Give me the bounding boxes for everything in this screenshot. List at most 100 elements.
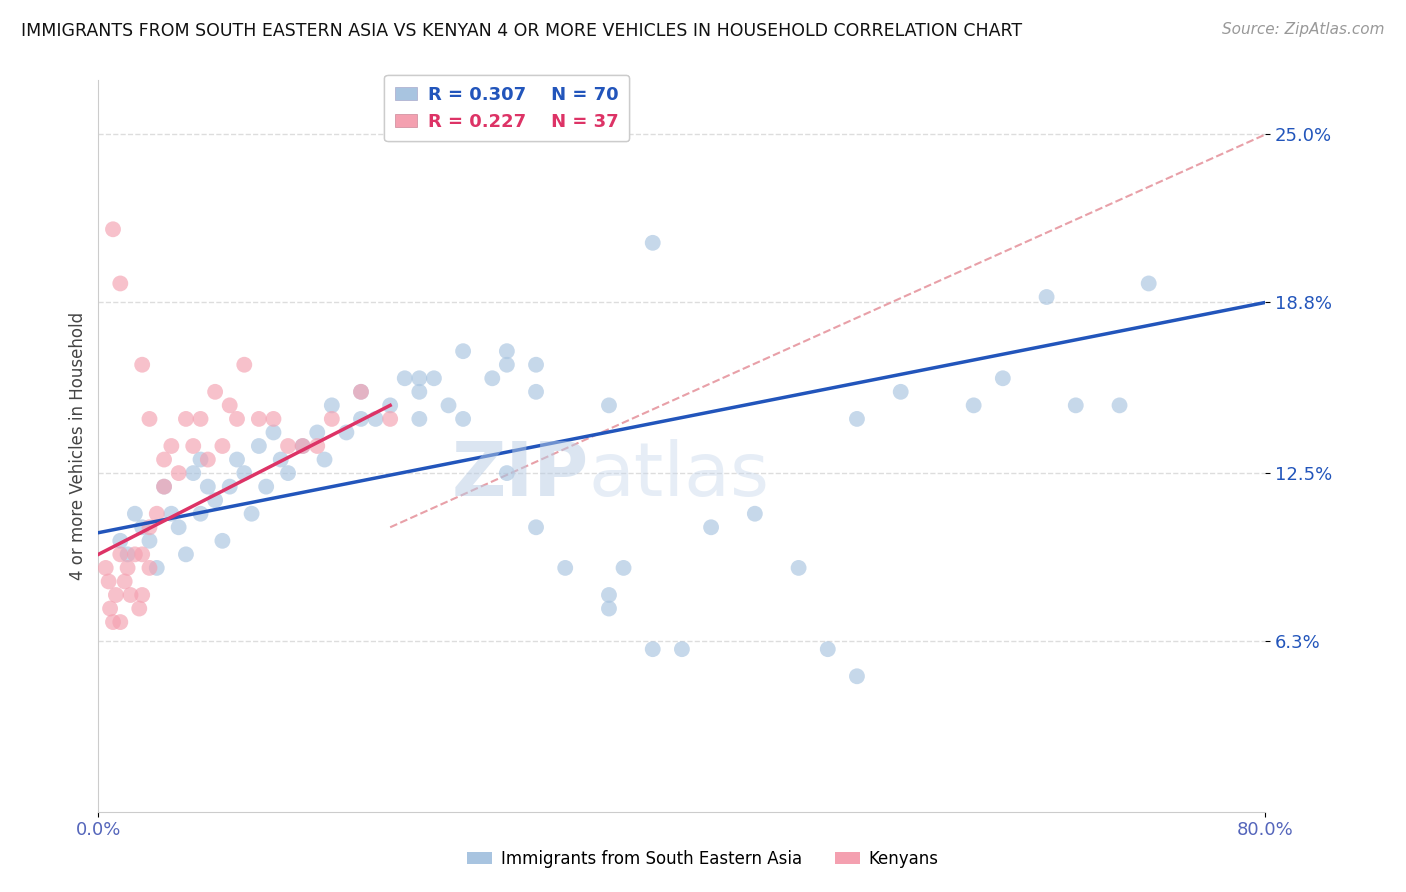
Point xyxy=(174,412,197,426)
Point xyxy=(233,358,256,372)
Point xyxy=(204,493,226,508)
Point xyxy=(190,452,212,467)
Point xyxy=(364,412,387,426)
Point xyxy=(131,588,153,602)
Point xyxy=(124,547,146,561)
Point xyxy=(962,398,984,412)
Text: ZIP: ZIP xyxy=(451,439,589,512)
Point xyxy=(233,466,256,480)
Point xyxy=(110,277,132,291)
Point xyxy=(1108,398,1130,412)
Point xyxy=(197,480,219,494)
Point xyxy=(671,642,693,657)
Point xyxy=(146,561,169,575)
Point xyxy=(94,561,117,575)
Point xyxy=(524,384,547,399)
Point xyxy=(247,439,270,453)
Point xyxy=(167,520,190,534)
Point xyxy=(263,412,285,426)
Point xyxy=(408,412,430,426)
Point xyxy=(117,547,139,561)
Point xyxy=(160,439,183,453)
Point xyxy=(197,452,219,467)
Legend: Immigrants from South Eastern Asia, Kenyans: Immigrants from South Eastern Asia, Keny… xyxy=(461,844,945,875)
Point xyxy=(138,520,160,534)
Point xyxy=(641,235,664,250)
Point xyxy=(153,480,176,494)
Point xyxy=(160,507,183,521)
Point xyxy=(291,439,314,453)
Point xyxy=(350,384,373,399)
Point xyxy=(277,466,299,480)
Point xyxy=(641,642,664,657)
Text: atlas: atlas xyxy=(589,439,769,512)
Point xyxy=(307,439,329,453)
Point xyxy=(181,439,204,453)
Point xyxy=(174,547,197,561)
Point xyxy=(744,507,766,521)
Point xyxy=(1064,398,1087,412)
Point xyxy=(181,466,204,480)
Point xyxy=(131,547,153,561)
Point xyxy=(846,669,869,683)
Point xyxy=(101,615,124,629)
Point xyxy=(138,561,160,575)
Point xyxy=(226,452,249,467)
Point xyxy=(496,344,519,359)
Point xyxy=(846,412,869,426)
Point xyxy=(1137,277,1160,291)
Point xyxy=(190,412,212,426)
Point xyxy=(153,452,176,467)
Point xyxy=(598,398,620,412)
Point xyxy=(890,384,912,399)
Point xyxy=(226,412,249,426)
Point xyxy=(104,588,127,602)
Point xyxy=(128,601,150,615)
Point xyxy=(146,507,169,521)
Point xyxy=(598,588,620,602)
Point xyxy=(350,412,373,426)
Point xyxy=(211,533,233,548)
Point xyxy=(380,412,402,426)
Point xyxy=(307,425,329,440)
Point xyxy=(408,371,430,385)
Point xyxy=(270,452,292,467)
Point xyxy=(991,371,1014,385)
Point xyxy=(138,412,160,426)
Point xyxy=(787,561,810,575)
Point xyxy=(700,520,723,534)
Point xyxy=(153,480,176,494)
Legend: R = 0.307    N = 70, R = 0.227    N = 37: R = 0.307 N = 70, R = 0.227 N = 37 xyxy=(384,75,630,141)
Point xyxy=(101,222,124,236)
Point xyxy=(423,371,446,385)
Text: IMMIGRANTS FROM SOUTH EASTERN ASIA VS KENYAN 4 OR MORE VEHICLES IN HOUSEHOLD COR: IMMIGRANTS FROM SOUTH EASTERN ASIA VS KE… xyxy=(21,22,1022,40)
Point xyxy=(190,507,212,521)
Point xyxy=(496,358,519,372)
Point xyxy=(380,398,402,412)
Point xyxy=(110,547,132,561)
Point xyxy=(254,480,277,494)
Point xyxy=(408,384,430,399)
Point xyxy=(613,561,636,575)
Point xyxy=(1035,290,1057,304)
Point xyxy=(277,439,299,453)
Point xyxy=(98,601,121,615)
Point xyxy=(524,520,547,534)
Point xyxy=(110,615,132,629)
Point xyxy=(394,371,416,385)
Point xyxy=(314,452,336,467)
Point xyxy=(437,398,460,412)
Point xyxy=(524,358,547,372)
Point xyxy=(97,574,120,589)
Point xyxy=(451,412,474,426)
Point xyxy=(291,439,314,453)
Point xyxy=(218,480,240,494)
Point xyxy=(240,507,263,521)
Point xyxy=(350,384,373,399)
Point xyxy=(131,520,153,534)
Point xyxy=(554,561,576,575)
Point xyxy=(321,412,343,426)
Point xyxy=(817,642,839,657)
Point xyxy=(451,344,474,359)
Point xyxy=(263,425,285,440)
